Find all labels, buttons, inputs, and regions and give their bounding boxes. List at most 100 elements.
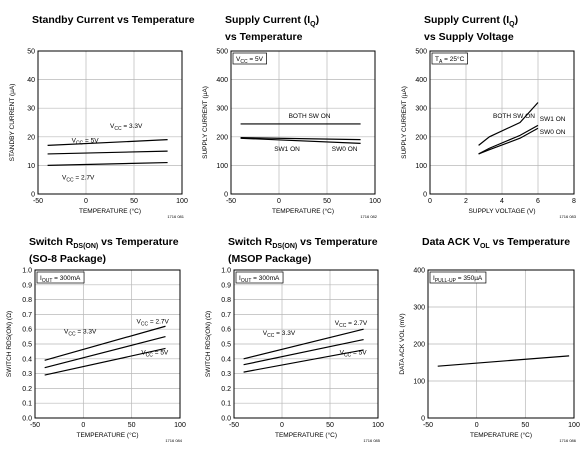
curve-label: SW0 ON	[332, 146, 358, 153]
y-tick-label: 400	[413, 268, 425, 275]
condition-box	[429, 271, 487, 284]
y-tick-label: 0.3	[22, 371, 32, 378]
x-axis-label: TEMPERATURE (°C)	[76, 431, 138, 439]
chart-title-line: vs Temperature	[225, 31, 303, 44]
figure-id: 1716 082	[360, 214, 377, 219]
plot-frame	[230, 50, 376, 195]
x-axis-label: TEMPERATURE (°C)	[79, 207, 141, 215]
y-tick-label: 30	[27, 106, 35, 113]
figure-id: 1716 086	[559, 438, 576, 443]
y-tick-label: 200	[415, 134, 427, 141]
y-tick-label: 0	[421, 416, 425, 423]
x-tick-label: 0	[475, 422, 479, 429]
series-line	[437, 355, 570, 367]
y-tick-label: 20	[27, 134, 35, 141]
series-line	[240, 137, 361, 141]
y-tick-label: 0	[31, 192, 35, 199]
series-line	[478, 102, 539, 146]
condition-box	[232, 52, 267, 65]
curve-label: BOTH SW ON	[493, 113, 535, 120]
y-tick-label: 0.7	[221, 312, 231, 319]
series-line	[243, 349, 364, 373]
y-tick-label: 0.7	[22, 312, 32, 319]
y-axis-label: SUPPLY CURRENT (µA)	[202, 86, 209, 159]
x-tick-label: 0	[277, 198, 281, 205]
series-line	[47, 161, 168, 166]
y-axis-label: SUPPLY CURRENT (µA)	[401, 86, 408, 159]
series-line	[243, 338, 364, 366]
y-tick-label: 0.6	[22, 327, 32, 334]
chart-title-line: (MSOP Package)	[228, 253, 312, 266]
chart-title-line: Switch RDS(ON) vs Temperature	[29, 236, 179, 251]
curve-label: SW1 ON	[274, 146, 300, 153]
curve-label: BOTH SW ON	[289, 113, 331, 120]
y-tick-label: 0.5	[221, 342, 231, 349]
x-tick-label: 2	[464, 198, 468, 205]
y-axis-label: STANDBY CURRENT (µA)	[9, 84, 16, 162]
figure-id: 1716 081	[167, 214, 184, 219]
plot-frame	[429, 50, 575, 195]
condition-box	[36, 271, 85, 284]
curve-label: SW0 ON	[540, 129, 566, 136]
x-tick-label: -50	[423, 422, 433, 429]
condition-box	[235, 271, 284, 284]
chart-panel: Switch RDS(ON) vs Temperature (MSOP Packa…	[196, 236, 391, 454]
chart-panel: Supply Current (IQ) vs Supply Voltage 0 2 4 6…	[392, 14, 587, 230]
y-tick-label: 0.6	[221, 327, 231, 334]
curve-label: VCC = 5V	[72, 138, 100, 147]
y-tick-label: 300	[415, 106, 427, 113]
y-tick-label: 10	[27, 163, 35, 170]
y-tick-label: 0	[423, 192, 427, 199]
condition-label: IOUT = 300mA	[40, 275, 81, 284]
x-tick-label: -50	[229, 422, 239, 429]
curve-label: VCC = 3.3V	[110, 123, 143, 132]
curve-label: VCC = 5V	[340, 349, 368, 358]
chart-title-line: (SO-8 Package)	[29, 253, 107, 266]
chart-title: Data ACK VOL vs Temperature	[422, 236, 570, 253]
series-line	[243, 328, 364, 360]
y-tick-label: 40	[27, 77, 35, 84]
y-tick-label: 0.9	[221, 282, 231, 289]
y-tick-label: 1.0	[221, 268, 231, 275]
curve-label: SW1 ON	[540, 116, 566, 123]
chart-title: Supply Current (IQ) vs Supply Voltage	[424, 14, 518, 43]
series-line	[44, 336, 166, 369]
y-tick-label: 500	[415, 49, 427, 56]
series-line	[47, 139, 168, 146]
chart-svg: -50 0 50 100 0.0 0.1 0.2 0.3 0.4 0.5 0.6 0.7 0.8 0.9 1…	[205, 268, 384, 444]
y-tick-label: 200	[413, 342, 425, 349]
x-tick-label: 100	[174, 422, 186, 429]
y-tick-label: 400	[415, 77, 427, 84]
plot-frame	[37, 50, 183, 195]
x-tick-label: 0	[84, 198, 88, 205]
y-tick-label: 0.0	[22, 416, 32, 423]
chart-panel: Switch RDS(ON) vs Temperature (SO-8 Packa…	[0, 236, 195, 454]
x-tick-label: 50	[521, 422, 529, 429]
series-line	[478, 127, 539, 155]
chart-panel: Supply Current (IQ) vs Temperature -50 0 50 1…	[196, 14, 391, 230]
chart-title: Supply Current (IQ) vs Temperature	[225, 14, 319, 43]
series-line	[240, 137, 361, 144]
x-tick-label: 0	[81, 422, 85, 429]
chart-title-line: vs Supply Voltage	[424, 31, 514, 44]
x-axis-label: TEMPERATURE (°C)	[275, 431, 337, 439]
y-tick-label: 0.8	[22, 297, 32, 304]
series-line	[44, 325, 166, 361]
figure-id: 1716 084	[165, 438, 182, 443]
y-tick-label: 0.2	[22, 386, 32, 393]
chart-panel: Standby Current vs Temperature -50 0 50 100 0…	[0, 14, 195, 230]
x-tick-label: -50	[30, 422, 40, 429]
y-tick-label: 1.0	[22, 268, 32, 275]
x-tick-label: 100	[369, 198, 381, 205]
x-tick-label: 50	[326, 422, 334, 429]
chart-title-line: Data ACK VOL vs Temperature	[422, 236, 571, 251]
series-line	[47, 150, 168, 155]
y-tick-label: 100	[413, 379, 425, 386]
chart-title: Standby Current vs Temperature	[32, 14, 195, 26]
y-tick-label: 0.2	[221, 386, 231, 393]
y-tick-label: 400	[216, 77, 228, 84]
y-axis-label: SWITCH RDS(ON) (Ω)	[205, 311, 212, 377]
